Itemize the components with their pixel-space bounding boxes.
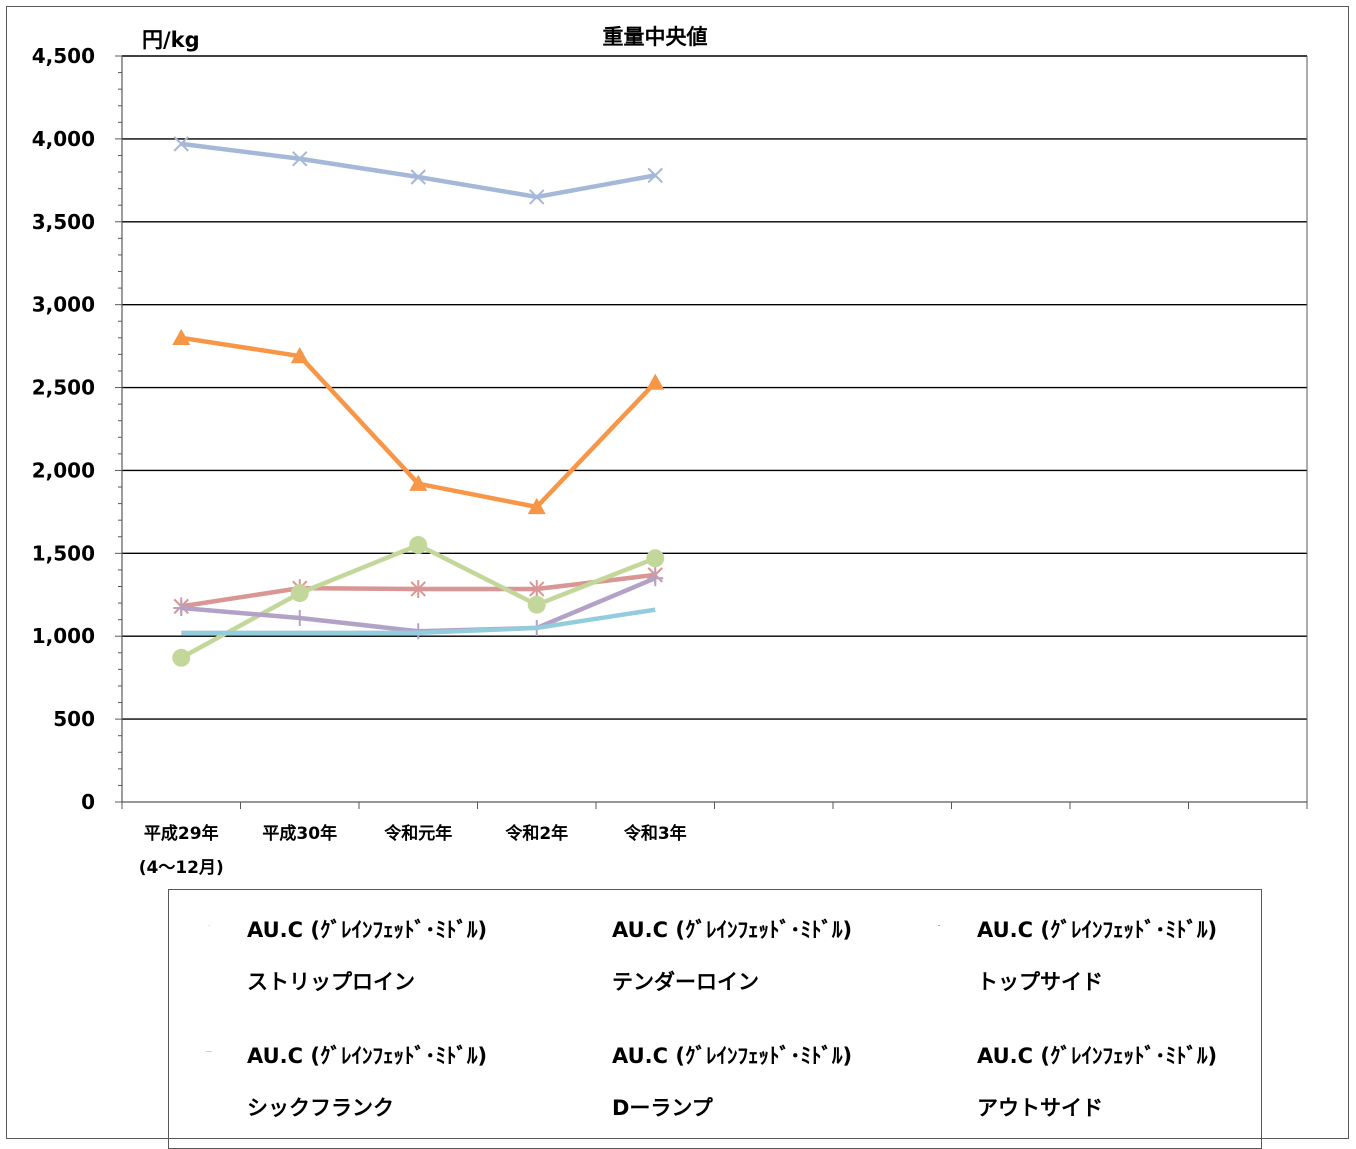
series-line (180, 542, 657, 660)
data-point (409, 474, 428, 491)
legend-label: AU.C (ｸﾞﾚｲﾝﾌｪｯﾄﾞ･ﾐﾄﾞﾙ) (247, 1044, 488, 1068)
y-tick-label: 500 (53, 707, 95, 731)
data-point (292, 151, 308, 167)
x-tick-label: 令和3年 (624, 823, 687, 844)
data-point (172, 328, 191, 346)
legend-label-cut: Dーランプ (612, 1096, 713, 1120)
data-point (290, 347, 309, 364)
data-point (647, 570, 664, 587)
series-lines (172, 136, 665, 667)
data-point (646, 373, 665, 390)
gridlines (122, 55, 1308, 802)
data-point (173, 600, 190, 617)
data-point (529, 579, 545, 598)
data-point (290, 584, 309, 603)
legend-label-cut: ストリップロイン (247, 970, 415, 994)
data-point (208, 925, 210, 926)
y-tick-label: 4,500 (32, 44, 95, 68)
data-point (172, 648, 191, 667)
x-tick-label: 平成29年 (144, 823, 219, 844)
x-tick-labels: 平成29年 (4～12月) 平成30年 令和元年 令和2年 令和3年 (139, 823, 687, 878)
legend-swatch (542, 900, 606, 926)
x-tick-label: 平成30年 (262, 823, 337, 844)
legend-label: AU.C (ｸﾞﾚｲﾝﾌｪｯﾄﾞ･ﾐﾄﾞﾙ) (247, 918, 488, 942)
y-tick-labels: 0 500 1,000 1,500 2,000 2,500 3,000 3,500 4,000 4… (32, 44, 95, 814)
legend-entry: AU.C (ｸﾞﾚｲﾝﾌｪｯﾄﾞ･ﾐﾄﾞﾙ) トップサイド (907, 890, 1272, 994)
x-tick-label-sub: (4～12月) (139, 858, 224, 878)
legend-swatch (208, 925, 210, 926)
legend-label-cut: テンダーロイン (612, 970, 759, 994)
data-point (527, 595, 546, 614)
legend-swatch (907, 1026, 971, 1052)
chart-frame (6, 6, 1349, 1139)
legend-label-cut: シックフランク (247, 1096, 394, 1120)
data-point (204, 1051, 214, 1052)
y-tick-label: 1,000 (32, 624, 95, 648)
series-0 (172, 328, 665, 515)
legend-label-cut: アウトサイド (977, 1096, 1103, 1120)
chart-title: 重量中央値 (603, 25, 708, 49)
series-line (180, 141, 656, 200)
data-point (291, 609, 308, 626)
legend-label: AU.C (ｸﾞﾚｲﾝﾌｪｯﾄﾞ･ﾐﾄﾞﾙ) (612, 1044, 853, 1068)
y-tick-label: 1,500 (32, 541, 95, 565)
legend-swatch (938, 925, 940, 926)
legend-label: AU.C (ｸﾞﾚｲﾝﾌｪｯﾄﾞ･ﾐﾄﾞﾙ) (612, 918, 853, 942)
y-tick-label: 2,500 (32, 376, 95, 400)
data-point (529, 189, 545, 205)
legend: AU.C (ｸﾞﾚｲﾝﾌｪｯﾄﾞ･ﾐﾄﾞﾙ) ストリップロイン AU.C (ｸﾞﾚｲ… (168, 889, 1262, 1149)
legend-entry: AU.C (ｸﾞﾚｲﾝﾌｪｯﾄﾞ･ﾐﾄﾞﾙ) テンダーロイン (542, 890, 907, 994)
data-point (173, 136, 189, 152)
legend-swatch (204, 1051, 214, 1052)
data-point (938, 925, 940, 926)
legend-entry: AU.C (ｸﾞﾚｲﾝﾌｪｯﾄﾞ･ﾐﾄﾞﾙ) ストリップロイン (177, 890, 542, 994)
y-tick-label: 3,500 (32, 210, 95, 234)
data-point (646, 549, 665, 568)
data-point (409, 536, 428, 555)
legend-label: AU.C (ｸﾞﾚｲﾝﾌｪｯﾄﾞ･ﾐﾄﾞﾙ) (977, 1044, 1218, 1068)
y-unit-label: 円/kg (142, 28, 200, 52)
legend-entry: AU.C (ｸﾞﾚｲﾝﾌｪｯﾄﾞ･ﾐﾄﾞﾙ) アウトサイド (907, 1016, 1272, 1120)
y-tick-label: 3,000 (32, 293, 95, 317)
y-tick-label: 2,000 (32, 458, 95, 482)
y-tick-label: 4,000 (32, 127, 95, 151)
data-point (527, 497, 546, 515)
series-line (181, 607, 656, 636)
y-tick-label: 0 (81, 790, 95, 814)
data-point (410, 579, 426, 598)
legend-entry: AU.C (ｸﾞﾚｲﾝﾌｪｯﾄﾞ･ﾐﾄﾞﾙ) Dーランプ (542, 1016, 907, 1120)
axes (115, 55, 1308, 809)
x-tick-label: 令和元年 (384, 823, 452, 844)
series-1 (173, 136, 663, 205)
series-3 (172, 536, 665, 667)
legend-label: AU.C (ｸﾞﾚｲﾝﾌｪｯﾄﾞ･ﾐﾄﾞﾙ) (977, 918, 1218, 942)
legend-swatch (542, 1026, 606, 1052)
legend-label-cut: トップサイド (977, 970, 1103, 994)
data-point (647, 167, 663, 184)
data-point (410, 169, 426, 185)
x-tick-label: 令和2年 (505, 823, 568, 844)
legend-entry: AU.C (ｸﾞﾚｲﾝﾌｪｯﾄﾞ･ﾐﾄﾞﾙ) シックフランク (177, 1016, 542, 1120)
series-5 (181, 607, 656, 636)
